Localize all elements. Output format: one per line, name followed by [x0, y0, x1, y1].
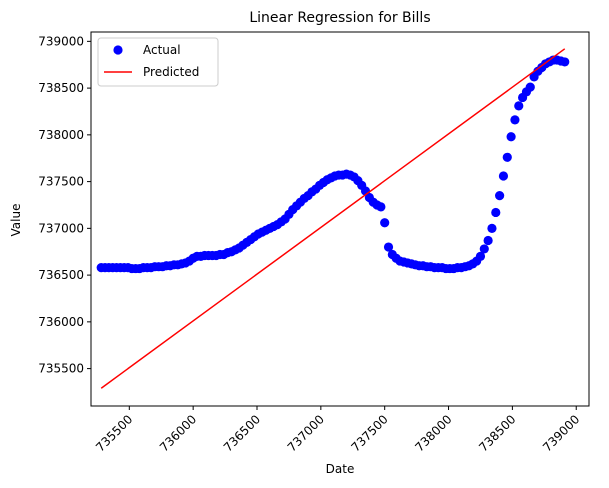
legend-actual-label: Actual — [143, 43, 181, 57]
axes-frame — [90, 31, 590, 407]
actual-point — [502, 152, 512, 162]
actual-point — [491, 207, 501, 218]
plot-area — [96, 48, 570, 389]
legend-actual-marker — [113, 45, 123, 55]
actual-point — [525, 82, 535, 92]
y-tick-label: 738000 — [38, 128, 84, 142]
y-tick-label: 739000 — [38, 34, 84, 48]
y-axis-label: Value — [9, 204, 23, 237]
legend: Actual Predicted — [97, 37, 219, 87]
legend-box — [97, 37, 219, 87]
actual-point — [560, 57, 570, 67]
y-tick-label: 737500 — [38, 175, 84, 189]
actual-point — [498, 171, 509, 181]
actual-point — [510, 115, 520, 125]
actual-point — [514, 101, 524, 111]
legend-predicted-label: Predicted — [143, 65, 199, 79]
actual-point — [380, 218, 390, 228]
y-tick-label: 736500 — [38, 268, 84, 282]
y-axis-ticks: 735500 736000 736500 737000 737500 738000 7385… — [38, 34, 91, 376]
y-tick-label: 735500 — [38, 362, 84, 376]
actual-point — [506, 132, 516, 142]
x-axis-label: Date — [326, 462, 355, 476]
y-tick-label: 738500 — [38, 81, 84, 95]
actual-point — [495, 191, 505, 201]
actual-point — [479, 244, 489, 254]
actual-point — [483, 235, 493, 246]
y-tick-label: 736000 — [38, 315, 84, 329]
predicted-line — [100, 48, 566, 389]
actual-point — [383, 242, 394, 252]
actual-point — [487, 223, 497, 233]
actual-point — [475, 251, 486, 261]
y-tick-label: 737000 — [38, 221, 84, 235]
chart-title: Linear Regression for Bills — [249, 10, 430, 26]
actual-point — [376, 202, 386, 212]
